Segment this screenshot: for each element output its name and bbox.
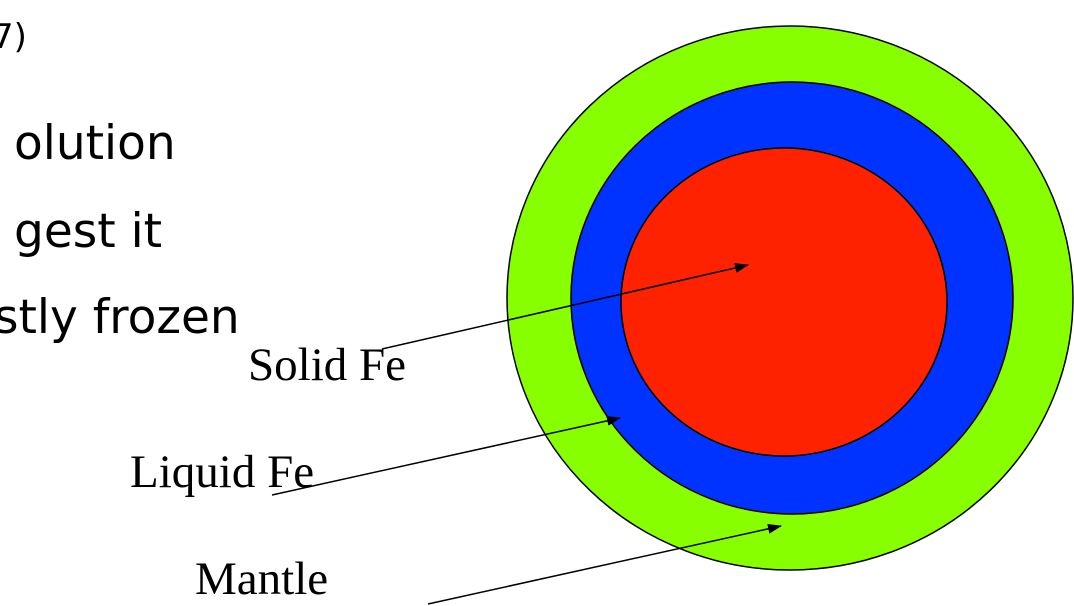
- bullet-text-line: gest it: [14, 204, 163, 259]
- bullet-text-line: olution: [14, 116, 176, 171]
- liquid-fe-label: Liquid Fe: [130, 446, 315, 498]
- mantle-label: Mantle: [195, 553, 329, 605]
- mantle-pointer-arrow: [427, 523, 782, 605]
- bullet-text-line: stly frozen: [0, 290, 240, 345]
- solid-fe-label: Solid Fe: [248, 339, 407, 391]
- solid-fe-pointer-arrow: [381, 263, 749, 350]
- liquid-fe-pointer-arrow: [271, 415, 621, 496]
- solid-iron-core: [620, 147, 948, 457]
- slide-caption-fragment: 7): [0, 17, 27, 57]
